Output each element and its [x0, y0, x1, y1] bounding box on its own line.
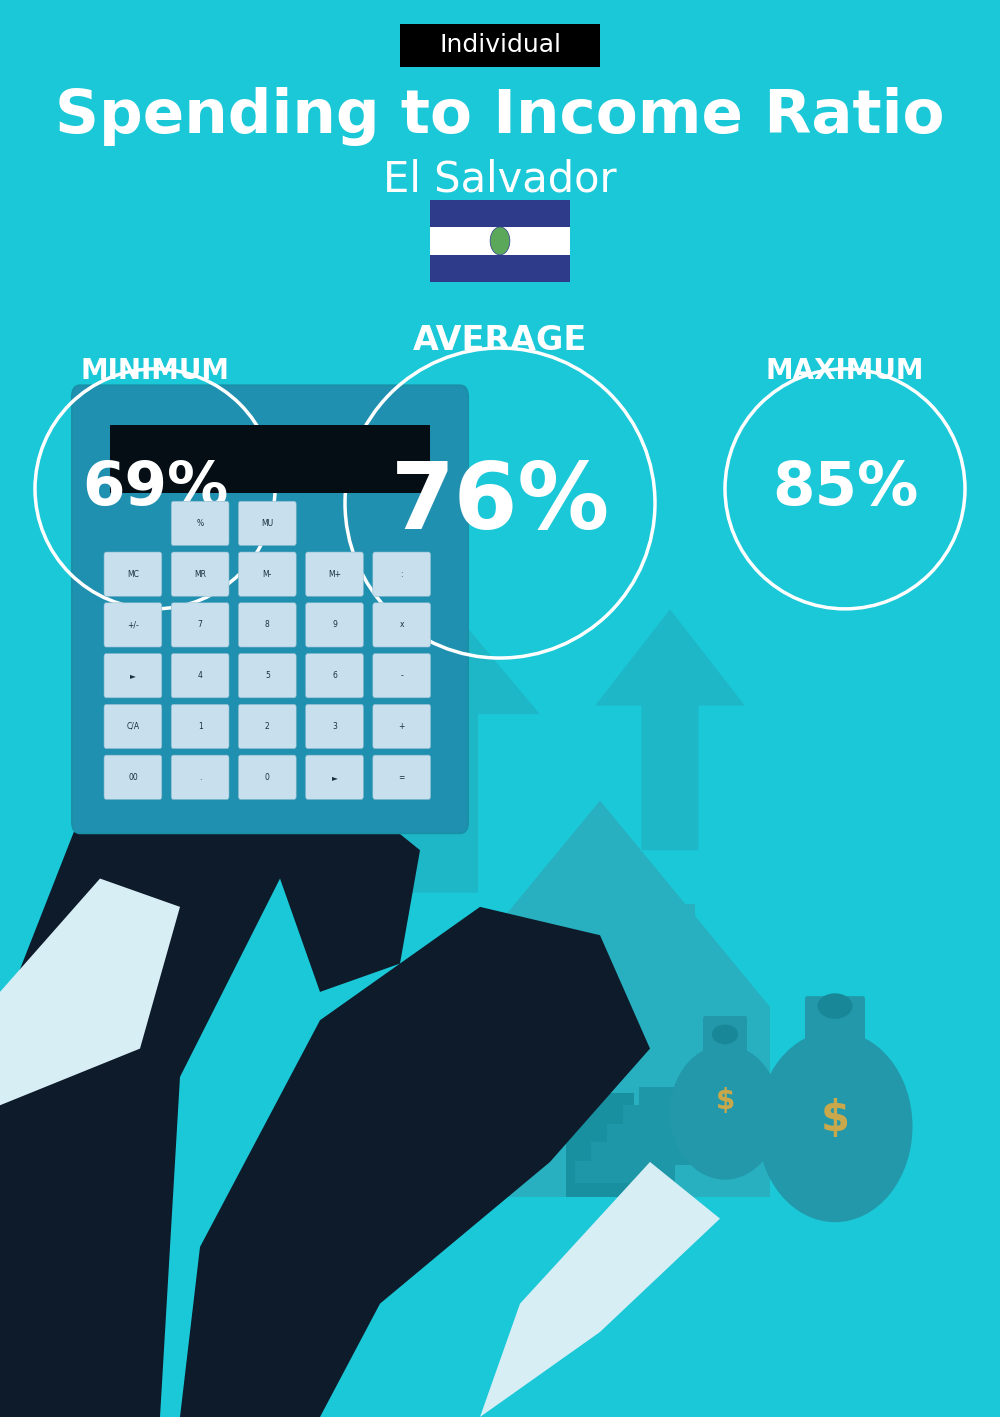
FancyBboxPatch shape — [104, 553, 162, 597]
Text: Individual: Individual — [439, 34, 561, 57]
FancyBboxPatch shape — [171, 653, 229, 697]
FancyBboxPatch shape — [238, 755, 296, 799]
FancyBboxPatch shape — [430, 227, 570, 255]
FancyBboxPatch shape — [306, 553, 363, 597]
FancyBboxPatch shape — [430, 1007, 770, 1197]
Text: 00: 00 — [128, 772, 138, 782]
FancyBboxPatch shape — [668, 904, 695, 975]
FancyBboxPatch shape — [306, 602, 363, 648]
Text: AVERAGE: AVERAGE — [413, 323, 587, 357]
FancyBboxPatch shape — [373, 602, 431, 648]
FancyBboxPatch shape — [171, 704, 229, 748]
Text: 5: 5 — [265, 672, 270, 680]
Text: M+: M+ — [328, 570, 341, 578]
FancyBboxPatch shape — [104, 653, 162, 697]
Polygon shape — [180, 907, 650, 1417]
Text: MU: MU — [261, 519, 273, 529]
Ellipse shape — [670, 1046, 780, 1179]
FancyBboxPatch shape — [805, 996, 865, 1041]
Text: .: . — [199, 772, 201, 782]
Polygon shape — [280, 794, 420, 992]
Text: $: $ — [715, 1087, 735, 1115]
Text: 9: 9 — [332, 621, 337, 629]
FancyBboxPatch shape — [607, 1124, 707, 1146]
FancyBboxPatch shape — [238, 553, 296, 597]
Text: 0: 0 — [265, 772, 270, 782]
Ellipse shape — [712, 1024, 738, 1044]
Text: Spending to Income Ratio: Spending to Income Ratio — [55, 86, 945, 146]
Text: 1: 1 — [198, 723, 202, 731]
Text: +: + — [399, 723, 405, 731]
FancyBboxPatch shape — [373, 704, 431, 748]
Polygon shape — [430, 801, 770, 1007]
Text: $: $ — [820, 1098, 850, 1141]
Text: +/-: +/- — [127, 621, 139, 629]
Polygon shape — [480, 1162, 720, 1417]
FancyBboxPatch shape — [104, 755, 162, 799]
Text: 4: 4 — [198, 672, 203, 680]
Polygon shape — [595, 609, 745, 850]
FancyBboxPatch shape — [171, 755, 229, 799]
FancyBboxPatch shape — [72, 385, 468, 833]
FancyBboxPatch shape — [430, 200, 570, 227]
Text: M-: M- — [263, 570, 272, 578]
FancyBboxPatch shape — [238, 502, 296, 546]
FancyBboxPatch shape — [104, 704, 162, 748]
Text: 85%: 85% — [772, 459, 918, 519]
Text: x: x — [399, 621, 404, 629]
FancyBboxPatch shape — [400, 24, 600, 67]
FancyBboxPatch shape — [566, 1093, 634, 1197]
FancyBboxPatch shape — [306, 755, 363, 799]
Text: MR: MR — [194, 570, 206, 578]
FancyBboxPatch shape — [639, 1087, 739, 1110]
FancyBboxPatch shape — [575, 1161, 675, 1183]
Text: MINIMUM: MINIMUM — [80, 357, 230, 385]
FancyBboxPatch shape — [623, 1105, 723, 1128]
Circle shape — [490, 227, 510, 255]
Ellipse shape — [758, 1032, 912, 1221]
FancyBboxPatch shape — [373, 755, 431, 799]
FancyBboxPatch shape — [703, 1016, 747, 1053]
Polygon shape — [340, 595, 540, 893]
FancyBboxPatch shape — [110, 425, 430, 493]
FancyBboxPatch shape — [171, 602, 229, 648]
Text: =: = — [399, 772, 405, 782]
Text: 8: 8 — [265, 621, 270, 629]
Text: C/A: C/A — [126, 723, 139, 731]
FancyBboxPatch shape — [171, 553, 229, 597]
Text: 7: 7 — [198, 621, 203, 629]
FancyBboxPatch shape — [238, 602, 296, 648]
FancyBboxPatch shape — [373, 553, 431, 597]
Text: ►: ► — [130, 672, 136, 680]
Text: 69%: 69% — [82, 459, 228, 519]
Text: MC: MC — [127, 570, 139, 578]
Text: 2: 2 — [265, 723, 270, 731]
Text: -: - — [400, 672, 403, 680]
Text: 76%: 76% — [390, 458, 610, 548]
FancyBboxPatch shape — [306, 653, 363, 697]
Ellipse shape — [818, 993, 852, 1019]
FancyBboxPatch shape — [238, 653, 296, 697]
Text: :: : — [400, 570, 403, 578]
FancyBboxPatch shape — [591, 1142, 691, 1165]
Text: El Salvador: El Salvador — [383, 159, 617, 201]
Text: 3: 3 — [332, 723, 337, 731]
FancyBboxPatch shape — [238, 704, 296, 748]
FancyBboxPatch shape — [171, 502, 229, 546]
FancyBboxPatch shape — [430, 255, 570, 282]
Text: %: % — [197, 519, 204, 529]
FancyBboxPatch shape — [104, 602, 162, 648]
Polygon shape — [0, 708, 420, 1417]
FancyBboxPatch shape — [306, 704, 363, 748]
Text: MAXIMUM: MAXIMUM — [766, 357, 924, 385]
FancyBboxPatch shape — [373, 653, 431, 697]
Text: 6: 6 — [332, 672, 337, 680]
Polygon shape — [0, 879, 180, 1105]
Text: ►: ► — [332, 772, 337, 782]
